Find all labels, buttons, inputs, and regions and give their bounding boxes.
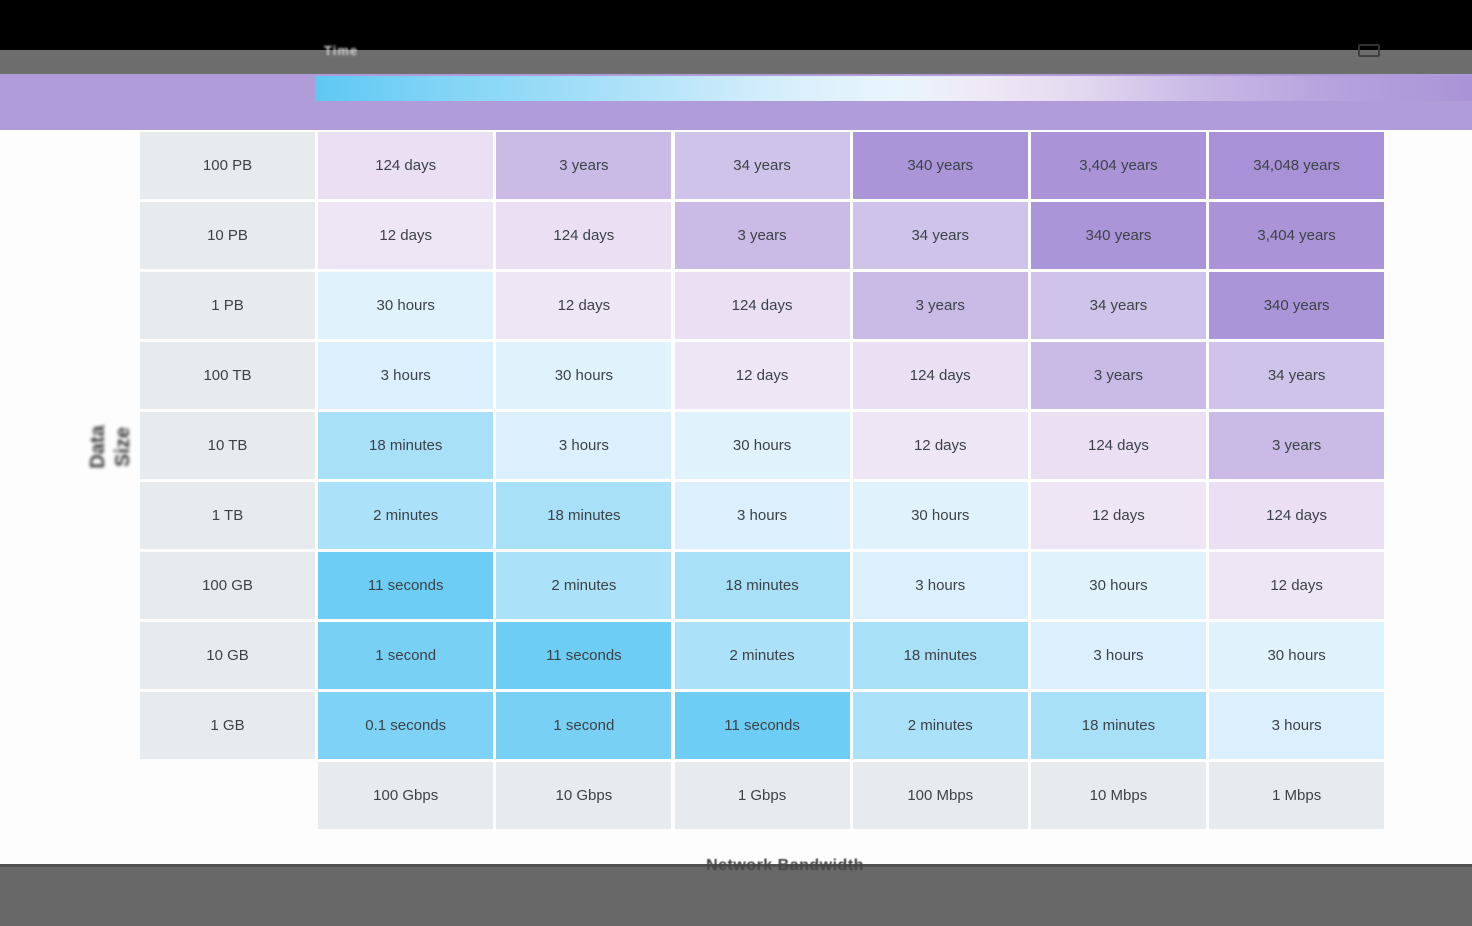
heatmap-cell: 30 hours: [318, 272, 494, 339]
heatmap-cell: 124 days: [496, 202, 672, 269]
heatmap-cell: 12 days: [1030, 482, 1206, 549]
heatmap-cell: 34 years: [674, 132, 850, 199]
heatmap-cell: 11 seconds: [674, 692, 850, 759]
heatmap-cell: 1 second: [496, 692, 672, 759]
top-black-bar: [0, 0, 1472, 50]
heatmap-cell: 1 second: [318, 622, 494, 689]
column-label: 1 Gbps: [674, 762, 850, 829]
heatmap-cell: 3 hours: [852, 552, 1028, 619]
heatmap-cell: 3 years: [496, 132, 672, 199]
heatmap-cell: 340 years: [852, 132, 1028, 199]
heatmap-cell: 11 seconds: [318, 552, 494, 619]
row-label: 10 PB: [140, 202, 315, 269]
heatmap-cell: 3 years: [674, 202, 850, 269]
heatmap-cell: 34 years: [852, 202, 1028, 269]
heatmap-cell: 340 years: [1030, 202, 1206, 269]
heatmap-cell: 3 years: [1030, 342, 1206, 409]
footer-gray-bar: [0, 864, 1472, 926]
heatmap-cell: 18 minutes: [852, 622, 1028, 689]
y-axis-label: Data Size: [87, 425, 134, 469]
heatmap-cell: 30 hours: [852, 482, 1028, 549]
heatmap-cell: 340 years: [1209, 272, 1385, 339]
heatmap-cell: 34 years: [1030, 272, 1206, 339]
heatmap-cell: 30 hours: [1209, 622, 1385, 689]
heatmap-cell: 12 days: [496, 272, 672, 339]
heatmap-cell: 2 minutes: [318, 482, 494, 549]
heatmap-cell: 2 minutes: [674, 622, 850, 689]
row-label: 10 TB: [140, 412, 315, 479]
heatmap-cell: 3 years: [1209, 412, 1385, 479]
chrome-gray-bar: [0, 50, 1472, 74]
heatmap-cell: 3 hours: [1030, 622, 1206, 689]
heatmap-cell: 12 days: [674, 342, 850, 409]
heatmap-cell: 3 years: [852, 272, 1028, 339]
heatmap-cell: 12 days: [852, 412, 1028, 479]
heatmap-cell: 124 days: [318, 132, 494, 199]
window-control-icon[interactable]: [1358, 44, 1380, 57]
row-label: 1 GB: [140, 692, 315, 759]
row-label: 1 TB: [140, 482, 315, 549]
column-label: 10 Mbps: [1030, 762, 1206, 829]
column-label: 100 Mbps: [852, 762, 1028, 829]
heatmap-cell: 3 hours: [496, 412, 672, 479]
heatmap-cell: 34,048 years: [1209, 132, 1385, 199]
heatmap-cell: 124 days: [1209, 482, 1385, 549]
heatmap-cell: 3,404 years: [1030, 132, 1206, 199]
heatmap-cell: 34 years: [1209, 342, 1385, 409]
row-label: 1 PB: [140, 272, 315, 339]
heatmap-cell: 3 hours: [1209, 692, 1385, 759]
row-label: 100 GB: [140, 552, 315, 619]
heatmap-cell: 30 hours: [674, 412, 850, 479]
heatmap-cell: 18 minutes: [496, 482, 672, 549]
column-label: 100 Gbps: [318, 762, 494, 829]
heatmap-cell: 18 minutes: [1030, 692, 1206, 759]
heatmap-cell: 124 days: [674, 272, 850, 339]
column-label: 1 Mbps: [1209, 762, 1385, 829]
heatmap-cell: 2 minutes: [496, 552, 672, 619]
time-colorbar-gradient: [315, 76, 1472, 101]
heatmap-cell: 0.1 seconds: [318, 692, 494, 759]
heatmap-cell: 18 minutes: [318, 412, 494, 479]
legend-title: Time: [324, 43, 359, 58]
heatmap-cell: 12 days: [1209, 552, 1385, 619]
heatmap-cell: 2 minutes: [852, 692, 1028, 759]
x-axis-label: Network Bandwidth: [706, 857, 864, 874]
corner-empty-cell: [140, 762, 315, 829]
row-label: 10 GB: [140, 622, 315, 689]
heatmap-cell: 124 days: [1030, 412, 1206, 479]
row-label: 100 PB: [140, 132, 315, 199]
heatmap-cell: 11 seconds: [496, 622, 672, 689]
heatmap-cell: 3,404 years: [1209, 202, 1385, 269]
heatmap-cell: 30 hours: [496, 342, 672, 409]
heatmap-cell: 3 hours: [674, 482, 850, 549]
transfer-time-heatmap: 100 PB 124 days 3 years 34 years 340 years 3,…: [140, 132, 1385, 829]
column-label: 10 Gbps: [496, 762, 672, 829]
heatmap-cell: 12 days: [318, 202, 494, 269]
row-label: 100 TB: [140, 342, 315, 409]
heatmap-cell: 30 hours: [1030, 552, 1206, 619]
heatmap-cell: 3 hours: [318, 342, 494, 409]
heatmap-cell: 124 days: [852, 342, 1028, 409]
heatmap-cell: 18 minutes: [674, 552, 850, 619]
